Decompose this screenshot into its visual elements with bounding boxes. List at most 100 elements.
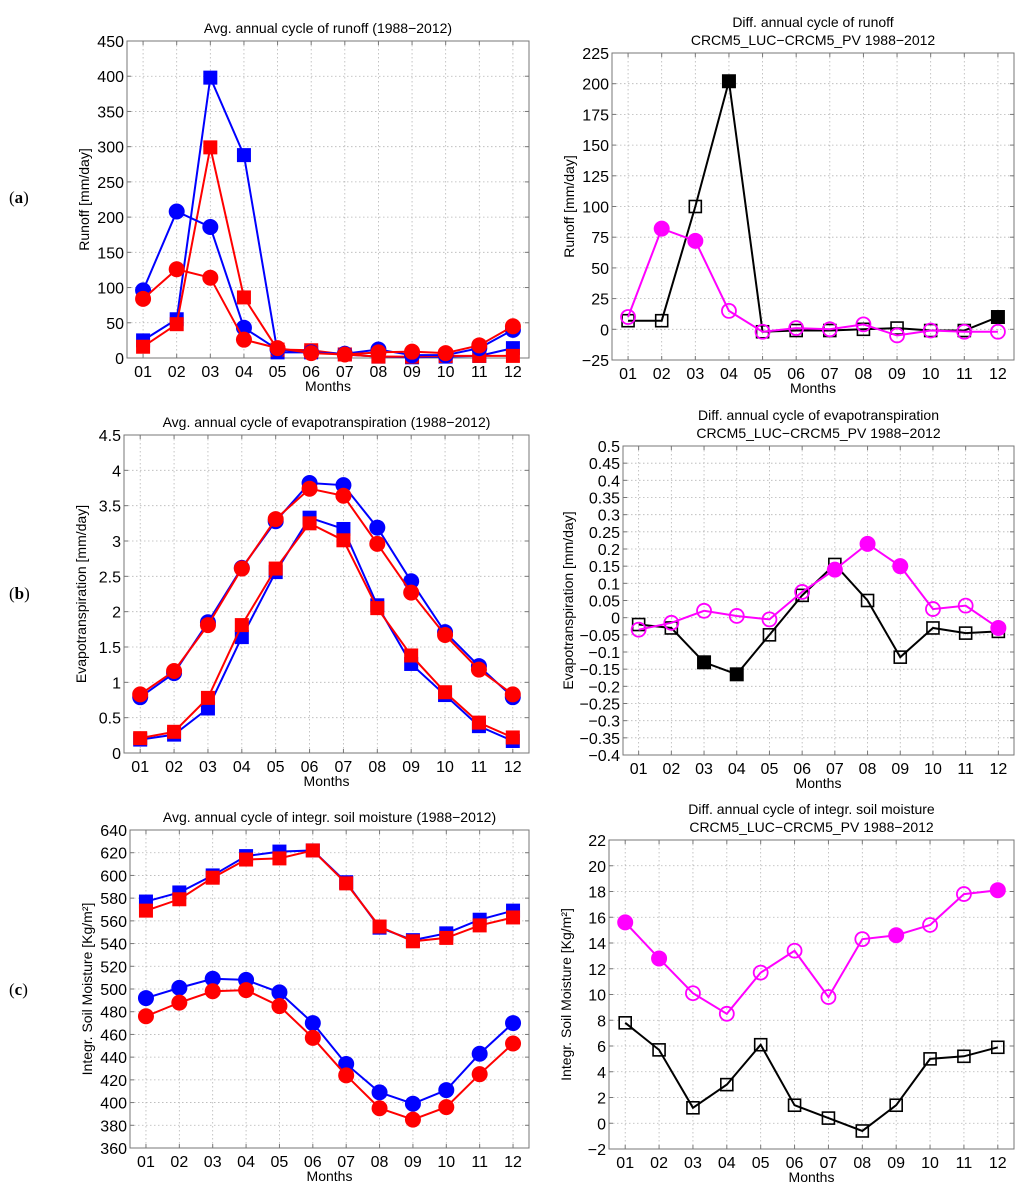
y-tick-label: 4.5: [99, 428, 121, 445]
x-tick-label: 03: [204, 1154, 222, 1171]
data-point-square: [923, 1052, 937, 1066]
y-tick-label: 8: [597, 1013, 606, 1030]
x-tick-label: 04: [728, 761, 746, 778]
y-tick-label: 500: [100, 982, 127, 999]
data-point-circle: [859, 535, 876, 552]
x-tick-label: 10: [921, 1155, 939, 1172]
x-tick-label: 03: [695, 761, 713, 778]
x-axis-label: Months: [790, 380, 836, 396]
x-tick-label: 07: [820, 1155, 838, 1172]
y-tick-label: 125: [582, 169, 609, 186]
y-tick-label: 360: [100, 1141, 127, 1158]
data-point-circle: [630, 621, 647, 638]
data-point-circle: [854, 931, 871, 948]
x-tick-label: 08: [855, 366, 873, 383]
data-point-circle: [438, 1099, 455, 1116]
data-point-circle: [752, 964, 769, 981]
data-point-square: [721, 74, 736, 89]
series-line-magenta-circles: [624, 889, 998, 1016]
x-tick-label: 04: [718, 1155, 736, 1172]
x-tick-label: 04: [237, 1154, 255, 1171]
y-tick-label: 0: [611, 611, 620, 628]
x-tick-label: 07: [821, 366, 839, 383]
data-point-square: [686, 1101, 700, 1115]
y-tick-label: 580: [100, 891, 127, 908]
y-tick-label: 2: [597, 1091, 606, 1108]
data-point-square: [236, 290, 251, 305]
y-axis-label: Evapotranspiration [mm/day]: [73, 505, 89, 683]
data-point-square: [990, 310, 1005, 325]
data-point-square: [926, 621, 940, 635]
data-point-circle: [338, 1055, 355, 1072]
data-point-circle: [369, 535, 386, 552]
data-point-circle: [171, 994, 188, 1011]
data-point-circle: [721, 302, 737, 319]
panel-label-b-open: (: [9, 584, 15, 603]
data-point-circle: [687, 232, 704, 249]
x-tick-label: 02: [662, 761, 680, 778]
data-point-circle: [371, 1100, 388, 1117]
data-point-square: [169, 317, 184, 332]
data-point-circle: [135, 290, 152, 307]
data-point-circle: [956, 886, 972, 902]
y-tick-label: 0.25: [589, 525, 620, 542]
data-point-circle: [370, 344, 387, 361]
data-point-square: [200, 701, 215, 716]
data-point-circle: [653, 220, 670, 237]
data-point-square: [890, 321, 904, 335]
data-point-circle: [168, 203, 185, 220]
chart-title: Diff. annual cycle of evapotranspiration: [698, 407, 939, 423]
data-point-circle: [204, 983, 221, 1000]
data-point-square: [654, 313, 669, 328]
panel-label-a: (a): [9, 188, 29, 208]
x-tick-label: 09: [403, 364, 421, 381]
y-tick-label: 2: [112, 605, 121, 622]
data-point-circle: [168, 261, 185, 278]
x-tick-label: 06: [304, 1154, 322, 1171]
x-tick-label: 04: [235, 364, 253, 381]
y-tick-label: 20: [588, 859, 606, 876]
x-tick-label: 05: [271, 1154, 289, 1171]
y-tick-label: 0.15: [589, 559, 620, 576]
data-point-square: [336, 521, 351, 536]
y-tick-label: 100: [97, 281, 124, 298]
y-axis-label: Runoff [mm/day]: [561, 155, 577, 257]
y-tick-label: 150: [97, 245, 124, 262]
data-point-circle: [696, 602, 712, 619]
data-point-square: [172, 892, 187, 907]
y-tick-label: 150: [582, 138, 609, 155]
y-tick-label: 225: [582, 46, 609, 63]
data-point-circle: [269, 340, 286, 357]
x-tick-label: 12: [989, 366, 1007, 383]
data-point-square: [697, 655, 712, 670]
x-tick-label: 03: [684, 1155, 702, 1172]
data-point-circle: [267, 511, 284, 528]
panel-label-c-close: ): [22, 980, 28, 999]
x-tick-label: 06: [786, 1155, 804, 1172]
data-point-square: [272, 851, 287, 866]
data-point-circle: [990, 619, 1007, 636]
y-tick-label: 0.2: [598, 542, 620, 559]
x-tick-label: 10: [436, 759, 454, 776]
data-point-square: [990, 1040, 1005, 1055]
data-point-circle: [271, 998, 288, 1015]
y-tick-label: 4: [597, 1065, 606, 1082]
data-point-square: [405, 934, 420, 949]
y-axis-label: Evapotranspiration [mm/day]: [560, 511, 576, 689]
chart-runoff-diff: 01 02 03 04 05 06 07 08 09 10 11 12 −25 0 25 50 75 100 125…: [561, 14, 1015, 396]
data-point-square: [133, 731, 148, 746]
data-point-circle: [989, 882, 1006, 899]
data-point-circle: [336, 346, 353, 363]
data-point-circle: [889, 327, 905, 344]
y-tick-label: 460: [100, 1027, 127, 1044]
data-point-circle: [137, 990, 154, 1007]
y-tick-label: 18: [588, 885, 606, 902]
data-point-circle: [171, 979, 188, 996]
data-point-circle: [204, 970, 221, 987]
x-tick-label: 06: [793, 761, 811, 778]
data-point-circle: [761, 611, 778, 628]
data-point-square: [860, 593, 875, 608]
x-tick-label: 11: [471, 1154, 488, 1171]
x-tick-label: 01: [616, 1155, 634, 1172]
plot-frame: [126, 40, 530, 359]
